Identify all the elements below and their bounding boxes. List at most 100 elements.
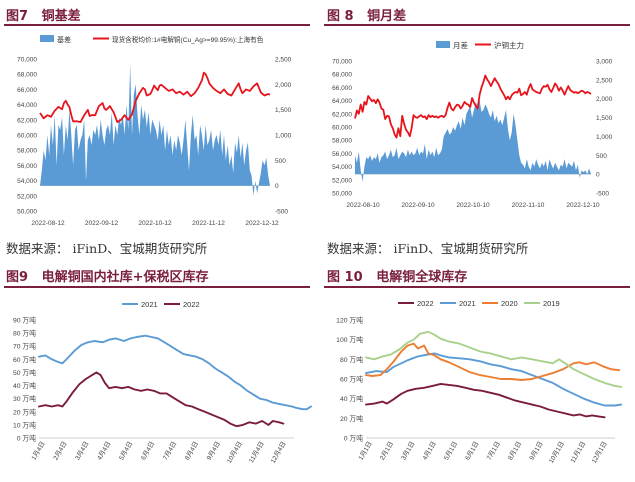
fig10-series-2020 bbox=[365, 342, 621, 381]
fig10-y-tick: 20 万吨 bbox=[340, 414, 363, 423]
fig9-y-tick: 30 万吨 bbox=[13, 394, 36, 403]
fig9-x-tick: 9月4日 bbox=[205, 440, 222, 462]
fig7-yleft-tick: 70,000 bbox=[17, 57, 37, 64]
fig7-yright-tick: 1,500 bbox=[275, 107, 292, 114]
fig7-yleft-tick: 56,000 bbox=[17, 163, 37, 170]
fig8-yright-tick: 0 bbox=[596, 172, 600, 179]
fig7-yright-tick: 0 bbox=[275, 183, 279, 190]
fig8-plot: 70,000 68,000 66,000 64,000 62,000 60,000 58,0… bbox=[332, 59, 613, 210]
fig9-y-tick: 80 万吨 bbox=[13, 329, 36, 338]
fig7-yleft-tick: 50,000 bbox=[17, 209, 37, 216]
fig10-x-tick: 11月1日 bbox=[569, 440, 588, 464]
fig8-x-tick: 2022-08-10 bbox=[346, 202, 380, 209]
fig7-text: 铜基差 bbox=[41, 9, 81, 24]
fig10-x-tick: 7月1日 bbox=[485, 440, 502, 462]
fig10-legend-2020: 2020 bbox=[501, 299, 518, 308]
fig10-title: 图 10 电解铜全球库存 bbox=[327, 266, 467, 285]
fig10-y-tick: 120 万吨 bbox=[336, 316, 363, 325]
fig10-x-tick: 8月1日 bbox=[506, 440, 523, 462]
fig7-x-tick: 2022-10-12 bbox=[138, 220, 172, 227]
fig7-yleft-tick: 54,000 bbox=[17, 178, 37, 185]
source-left: 数据来源： iFinD、宝城期货研究所 bbox=[6, 241, 208, 256]
fig7-yleft-tick: 58,000 bbox=[17, 148, 37, 155]
fig10-legend: 2022 2021 2020 2019 bbox=[398, 299, 560, 308]
fig9-legend-2021: 2021 bbox=[141, 300, 158, 309]
fig9-y-tick: 60 万吨 bbox=[13, 355, 36, 364]
fig9-y-tick: 90 万吨 bbox=[13, 316, 36, 325]
fig7-yright-tick: 2,000 bbox=[275, 82, 292, 89]
fig9-plot: 90 万吨 80 万吨 70 万吨 60 万吨 50 万吨 40 万吨 30 万吨 20 万吨… bbox=[13, 316, 312, 465]
fig8-yright-tick: 1,000 bbox=[596, 134, 613, 141]
fig10-plot: 120 万吨 100 万吨 80 万吨 60 万吨 40 万吨 20 万吨 0 万吨1月1日… bbox=[336, 316, 623, 465]
fig10-y-tick: 100 万吨 bbox=[336, 335, 363, 344]
fig8-title: 图 8 铜月差 bbox=[327, 5, 406, 24]
fig10-y-tick: 0 万吨 bbox=[344, 434, 363, 443]
fig9-x-tick: 11月4日 bbox=[247, 440, 266, 464]
fig9-y-tick: 40 万吨 bbox=[13, 381, 36, 390]
fig9-y-tick: 10 万吨 bbox=[13, 420, 36, 429]
fig9-x-tick: 12月4日 bbox=[269, 440, 288, 465]
fig10-series-2019 bbox=[365, 330, 623, 388]
fig10-y-tick: 80 万吨 bbox=[340, 355, 363, 364]
fig10-number: 图 10 bbox=[327, 270, 363, 285]
fig7-yright-tick: -500 bbox=[275, 209, 288, 216]
fig10-series-2021 bbox=[365, 352, 623, 407]
fig8-yright-tick: 2,500 bbox=[596, 77, 613, 84]
fig9-x-tick: 8月4日 bbox=[183, 440, 200, 462]
fig8-yleft-tick: 50,000 bbox=[332, 191, 352, 198]
fig10-x-tick: 4月1日 bbox=[421, 440, 438, 462]
fig10-legend-2022: 2022 bbox=[417, 299, 434, 308]
fig7-title: 图7 铜基差 bbox=[6, 5, 81, 24]
fig8-rule bbox=[324, 24, 630, 26]
fig9-chart: 2021 2022 90 万吨 80 万吨 70 万吨 60 万吨 50 万吨 40 万吨… bbox=[13, 300, 312, 465]
fig8-chart: 月差 沪铜主力 70,000 68,000 66,000 64,000 62,000 60… bbox=[332, 40, 613, 210]
fig7-number: 图7 bbox=[6, 9, 29, 24]
fig8-legend-spread: 月差 bbox=[453, 40, 468, 50]
fig10-chart: 2022 2021 2020 2019 120 万吨 100 万吨 80 万吨 60 … bbox=[336, 299, 623, 465]
fig8-legend-swatch-area bbox=[436, 41, 450, 48]
fig10-text: 电解铜全球库存 bbox=[376, 270, 468, 285]
fig9-series-2022 bbox=[38, 371, 285, 428]
fig7-rule bbox=[4, 24, 310, 26]
fig8-yleft-tick: 52,000 bbox=[332, 177, 352, 184]
fig10-legend-2019: 2019 bbox=[543, 299, 560, 308]
fig7-yleft-tick: 68,000 bbox=[17, 72, 37, 79]
fig8-yleft-tick: 68,000 bbox=[332, 72, 352, 79]
fig8-yleft-tick: 54,000 bbox=[332, 164, 352, 171]
fig7-legend-swatch-area bbox=[40, 35, 54, 42]
fig8-yleft-tick: 66,000 bbox=[332, 85, 352, 92]
fig10-x-tick: 3月1日 bbox=[399, 440, 416, 462]
fig7-legend-price: 现货含税均价:1#电解铜(Cu_Ag>=99.95%):上海有色 bbox=[112, 35, 264, 44]
fig8-yleft-tick: 70,000 bbox=[332, 59, 352, 66]
fig9-rule bbox=[4, 286, 310, 288]
fig7-chart: 基差 现货含税均价:1#电解铜(Cu_Ag>=99.95%):上海有色 70,0… bbox=[17, 35, 292, 227]
fig9-text: 电解铜国内社库+保税区库存 bbox=[41, 270, 209, 285]
fig9-number: 图9 bbox=[6, 270, 29, 285]
fig9-x-tick: 7月4日 bbox=[161, 440, 178, 462]
fig10-x-tick: 6月1日 bbox=[463, 440, 480, 462]
fig8-price-line bbox=[354, 74, 592, 139]
fig9-x-tick: 5月4日 bbox=[117, 440, 134, 462]
fig7-yleft-tick: 62,000 bbox=[17, 117, 37, 124]
fig9-x-tick: 1月4日 bbox=[30, 440, 47, 462]
fig10-rule bbox=[324, 286, 630, 288]
fig8-yright-tick: 500 bbox=[596, 153, 607, 160]
fig9-y-tick: 70 万吨 bbox=[13, 342, 36, 351]
fig7-x-tick: 2022-11-12 bbox=[192, 220, 225, 227]
fig8-yleft-tick: 58,000 bbox=[332, 138, 352, 145]
fig8-yright-tick: 3,000 bbox=[596, 59, 613, 66]
fig8-yleft-tick: 62,000 bbox=[332, 111, 352, 118]
fig8-number: 图 8 bbox=[327, 9, 354, 24]
fig8-legend-price: 沪铜主力 bbox=[494, 40, 524, 50]
fig8-text: 铜月差 bbox=[367, 9, 407, 24]
fig8-legend: 月差 沪铜主力 bbox=[436, 40, 524, 50]
fig9-y-tick: 0 万吨 bbox=[17, 434, 36, 443]
fig10-legend-2021: 2021 bbox=[459, 299, 476, 308]
fig8-yleft-tick: 56,000 bbox=[332, 151, 352, 158]
fig8-yleft-tick: 64,000 bbox=[332, 98, 352, 105]
fig8-yright-tick: 1,500 bbox=[596, 115, 613, 122]
fig7-yright-tick: 500 bbox=[275, 158, 286, 165]
fig7-x-tick: 2022-08-12 bbox=[31, 220, 65, 227]
fig10-x-tick: 12月1日 bbox=[590, 440, 609, 465]
fig10-series-2022 bbox=[365, 382, 606, 419]
